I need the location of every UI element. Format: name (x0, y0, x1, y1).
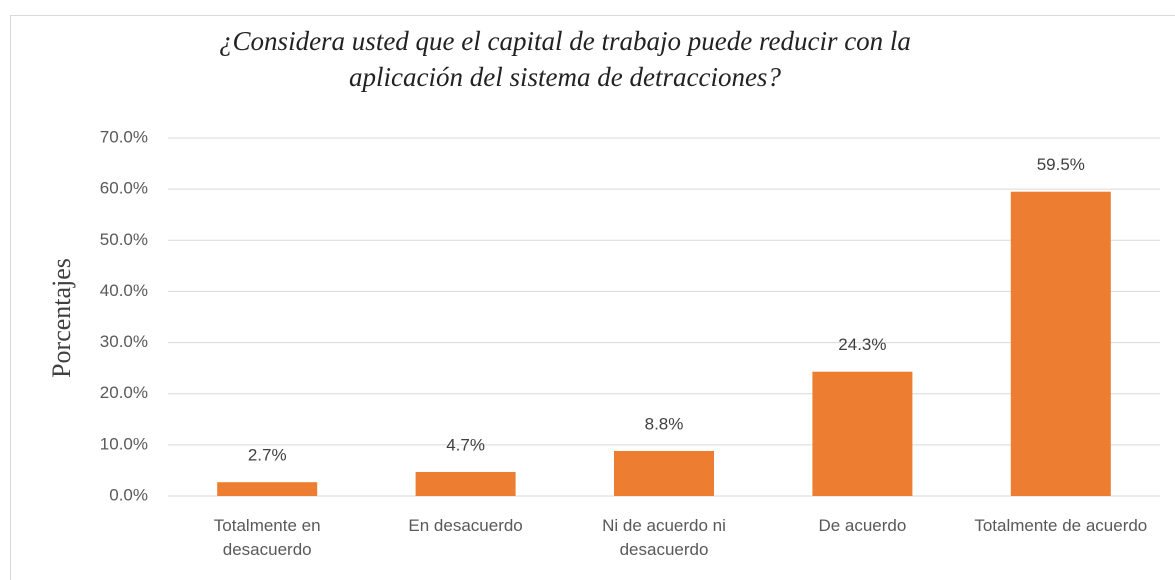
x-tick-label: En desacuerdo (408, 516, 523, 535)
chart-title: aplicación del sistema de detracciones? (349, 62, 781, 92)
x-tick-label: Totalmente de acuerdo (974, 516, 1148, 535)
x-tick-label: Ni de acuerdo ni desacuerdo (602, 516, 726, 559)
y-tick-label: 20.0% (100, 383, 148, 402)
data-label: 8.8% (645, 414, 684, 433)
chart-border (10, 15, 1175, 580)
y-axis-label: Porcentajes (47, 258, 76, 378)
data-label: 59.5% (1037, 155, 1085, 174)
bar (415, 471, 516, 496)
y-tick-label: 0.0% (109, 485, 148, 504)
bar (1010, 191, 1111, 496)
bar (812, 371, 913, 496)
y-tick-label: 50.0% (100, 230, 148, 249)
data-label: 2.7% (248, 446, 287, 465)
y-tick-label: 30.0% (100, 332, 148, 351)
y-tick-label: 70.0% (100, 127, 148, 146)
y-tick-label: 60.0% (100, 179, 148, 198)
bar (614, 450, 714, 496)
y-tick-label: 40.0% (100, 281, 148, 300)
chart-title: ¿Considera usted que el capital de traba… (219, 26, 911, 56)
bar (217, 482, 318, 496)
x-tick-label: De acuerdo (818, 516, 907, 535)
data-label: 4.7% (446, 435, 485, 454)
x-tick-label: Totalmente en desacuerdo (213, 516, 321, 559)
data-label: 24.3% (838, 335, 886, 354)
y-tick-label: 10.0% (100, 434, 148, 453)
